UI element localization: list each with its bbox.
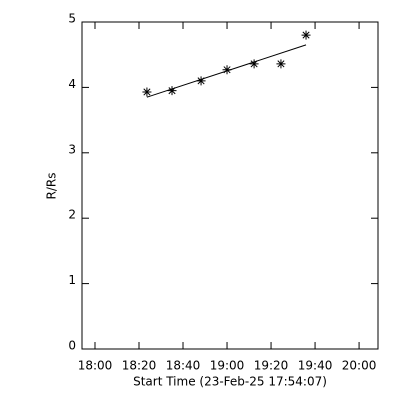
data-point [222,65,232,75]
x-tick-label: 19:20 [254,359,289,373]
x-tick-label: 20:00 [342,359,377,373]
fit-line [146,44,307,98]
plot-frame [81,21,379,350]
x-tick-label: 19:40 [298,359,333,373]
y-axis-title: R/Rs [45,173,59,200]
y-tick-label: 4 [68,77,76,91]
x-tick-label: 19:00 [210,359,245,373]
x-tick-label: 18:20 [122,359,157,373]
data-point [249,59,259,69]
y-tick-label: 1 [68,273,76,287]
data-point [301,30,311,40]
y-tick-label: 0 [68,339,76,353]
x-tick-label: 18:00 [78,359,113,373]
data-point [276,59,286,69]
y-tick-label: 3 [68,142,76,156]
data-point [167,86,177,96]
data-point [196,76,206,86]
x-axis-title: Start Time (23-Feb-25 17:54:07) [133,375,327,389]
y-tick-label: 2 [68,208,76,222]
y-tick-label: 5 [68,12,76,26]
x-tick-label: 18:40 [166,359,201,373]
data-point [142,87,152,97]
